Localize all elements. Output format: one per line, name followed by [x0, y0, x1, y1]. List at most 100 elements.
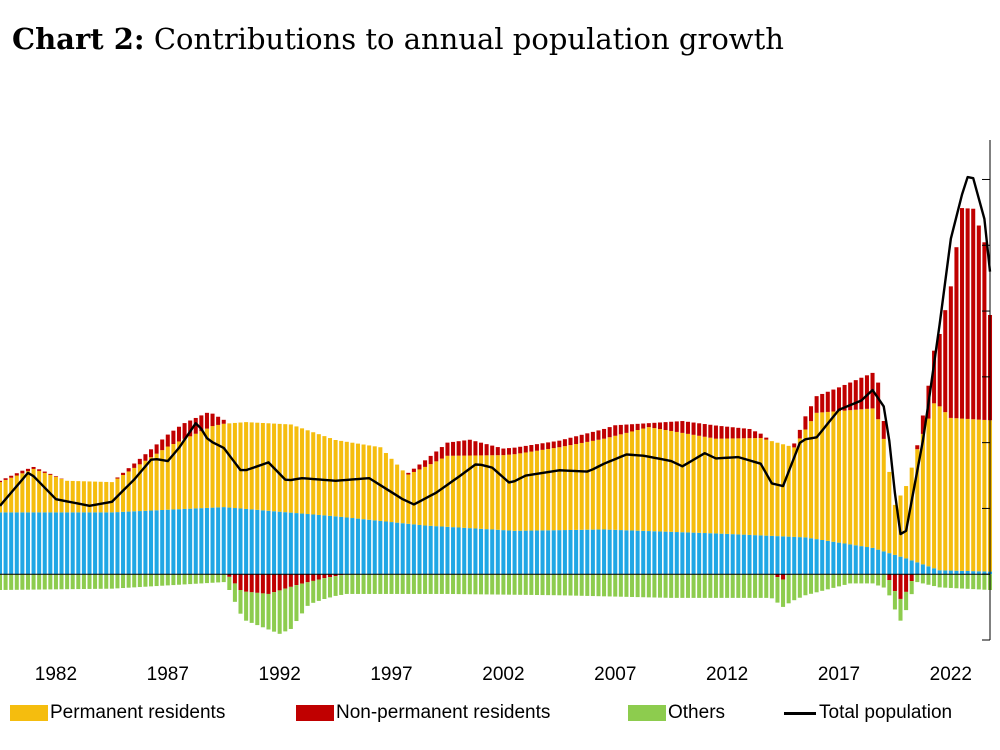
bar-others: [227, 576, 232, 590]
bar-base-component: [65, 512, 70, 575]
bar-others: [663, 574, 668, 598]
bar-permanent-residents: [904, 486, 909, 559]
bar-base-component: [663, 531, 668, 575]
bar-non-permanent-residents: [42, 471, 47, 473]
bar-non-permanent-residents: [137, 458, 142, 465]
bar-permanent-residents: [283, 424, 288, 513]
bar-base-component: [965, 570, 970, 575]
bar-others: [853, 574, 858, 584]
bar-others: [165, 574, 170, 586]
bar-permanent-residents: [920, 433, 925, 565]
bar-non-permanent-residents: [887, 574, 892, 580]
bar-permanent-residents: [126, 471, 131, 512]
bar-base-component: [747, 534, 752, 575]
bar-permanent-residents: [836, 411, 841, 543]
bar-base-component: [70, 512, 75, 575]
bar-others: [473, 574, 478, 595]
bar-non-permanent-residents: [831, 389, 836, 412]
bar-non-permanent-residents: [719, 426, 724, 439]
bar-others: [568, 574, 573, 596]
bar-permanent-residents: [932, 403, 937, 569]
bar-permanent-residents: [669, 430, 674, 532]
bar-permanent-residents: [260, 422, 265, 511]
legend-swatch-non-permanent: [296, 705, 334, 721]
bar-others: [697, 574, 702, 598]
bar-base-component: [389, 522, 394, 575]
bar-base-component: [350, 518, 355, 575]
bar-non-permanent-residents: [182, 423, 187, 439]
bar-base-component: [853, 545, 858, 575]
bar-non-permanent-residents: [747, 428, 752, 439]
bar-others: [3, 574, 8, 590]
bar-non-permanent-residents: [434, 451, 439, 462]
bar-base-component: [227, 507, 232, 575]
bar-permanent-residents: [462, 455, 467, 528]
bar-base-component: [355, 518, 360, 575]
bar-others: [81, 574, 86, 590]
bar-permanent-residents: [160, 450, 165, 510]
bar-others: [792, 574, 797, 601]
bar-others: [260, 593, 265, 628]
bar-base-component: [76, 512, 81, 575]
bar-base-component: [635, 530, 640, 575]
bar-non-permanent-residents: [260, 574, 265, 594]
bar-non-permanent-residents: [641, 423, 646, 429]
bar-base-component: [428, 525, 433, 575]
bar-non-permanent-residents: [165, 434, 170, 447]
legend-item-non-permanent: Non-permanent residents: [296, 702, 550, 724]
bar-others: [31, 574, 36, 590]
bar-non-permanent-residents: [730, 427, 735, 439]
bar-permanent-residents: [635, 430, 640, 531]
bar-permanent-residents: [204, 428, 209, 508]
bar-base-component: [898, 556, 903, 575]
bar-permanent-residents: [529, 451, 534, 531]
bar-permanent-residents: [971, 419, 976, 572]
bar-base-component: [775, 536, 780, 575]
bar-others: [898, 598, 903, 621]
bar-others: [216, 574, 221, 583]
bar-others: [932, 574, 937, 587]
bar-others: [255, 592, 260, 626]
bar-others: [579, 574, 584, 596]
bar-base-component: [585, 529, 590, 575]
bar-others: [160, 574, 165, 586]
bar-permanent-residents: [641, 428, 646, 531]
bar-others: [960, 574, 965, 589]
legend-item-total: Total population: [784, 702, 952, 724]
bar-others: [691, 574, 696, 598]
bar-permanent-residents: [143, 460, 148, 511]
bar-non-permanent-residents: [876, 382, 881, 420]
bar-non-permanent-residents: [960, 208, 965, 419]
bar-non-permanent-residents: [176, 426, 181, 442]
bar-others: [456, 574, 461, 595]
bar-non-permanent-residents: [764, 437, 769, 440]
bar-base-component: [920, 564, 925, 575]
bar-non-permanent-residents: [607, 427, 612, 438]
bar-non-permanent-residents: [971, 208, 976, 420]
bar-permanent-residents: [551, 448, 556, 531]
bar-permanent-residents: [59, 478, 64, 513]
bar-base-component: [31, 512, 36, 575]
x-tick-label: 1987: [147, 664, 189, 685]
bar-permanent-residents: [781, 444, 786, 537]
bar-base-component: [574, 529, 579, 575]
bar-base-component: [3, 512, 8, 575]
bar-permanent-residents: [76, 481, 81, 513]
bar-base-component: [490, 529, 495, 575]
bar-others: [193, 574, 198, 584]
bar-base-component: [809, 538, 814, 575]
bar-others: [534, 574, 539, 595]
bar-base-component: [708, 533, 713, 575]
x-tick-label: 2012: [706, 664, 748, 685]
bar-permanent-residents: [887, 471, 892, 554]
bar-non-permanent-residents: [954, 247, 959, 419]
bar-permanent-residents: [417, 469, 422, 525]
bar-non-permanent-residents: [803, 416, 808, 430]
bar-permanent-residents: [266, 423, 271, 511]
bar-others: [702, 574, 707, 598]
bar-base-component: [9, 512, 14, 575]
bar-permanent-residents: [473, 455, 478, 529]
bar-base-component: [971, 571, 976, 575]
bar-permanent-residents: [406, 474, 411, 524]
bar-others: [518, 574, 523, 595]
